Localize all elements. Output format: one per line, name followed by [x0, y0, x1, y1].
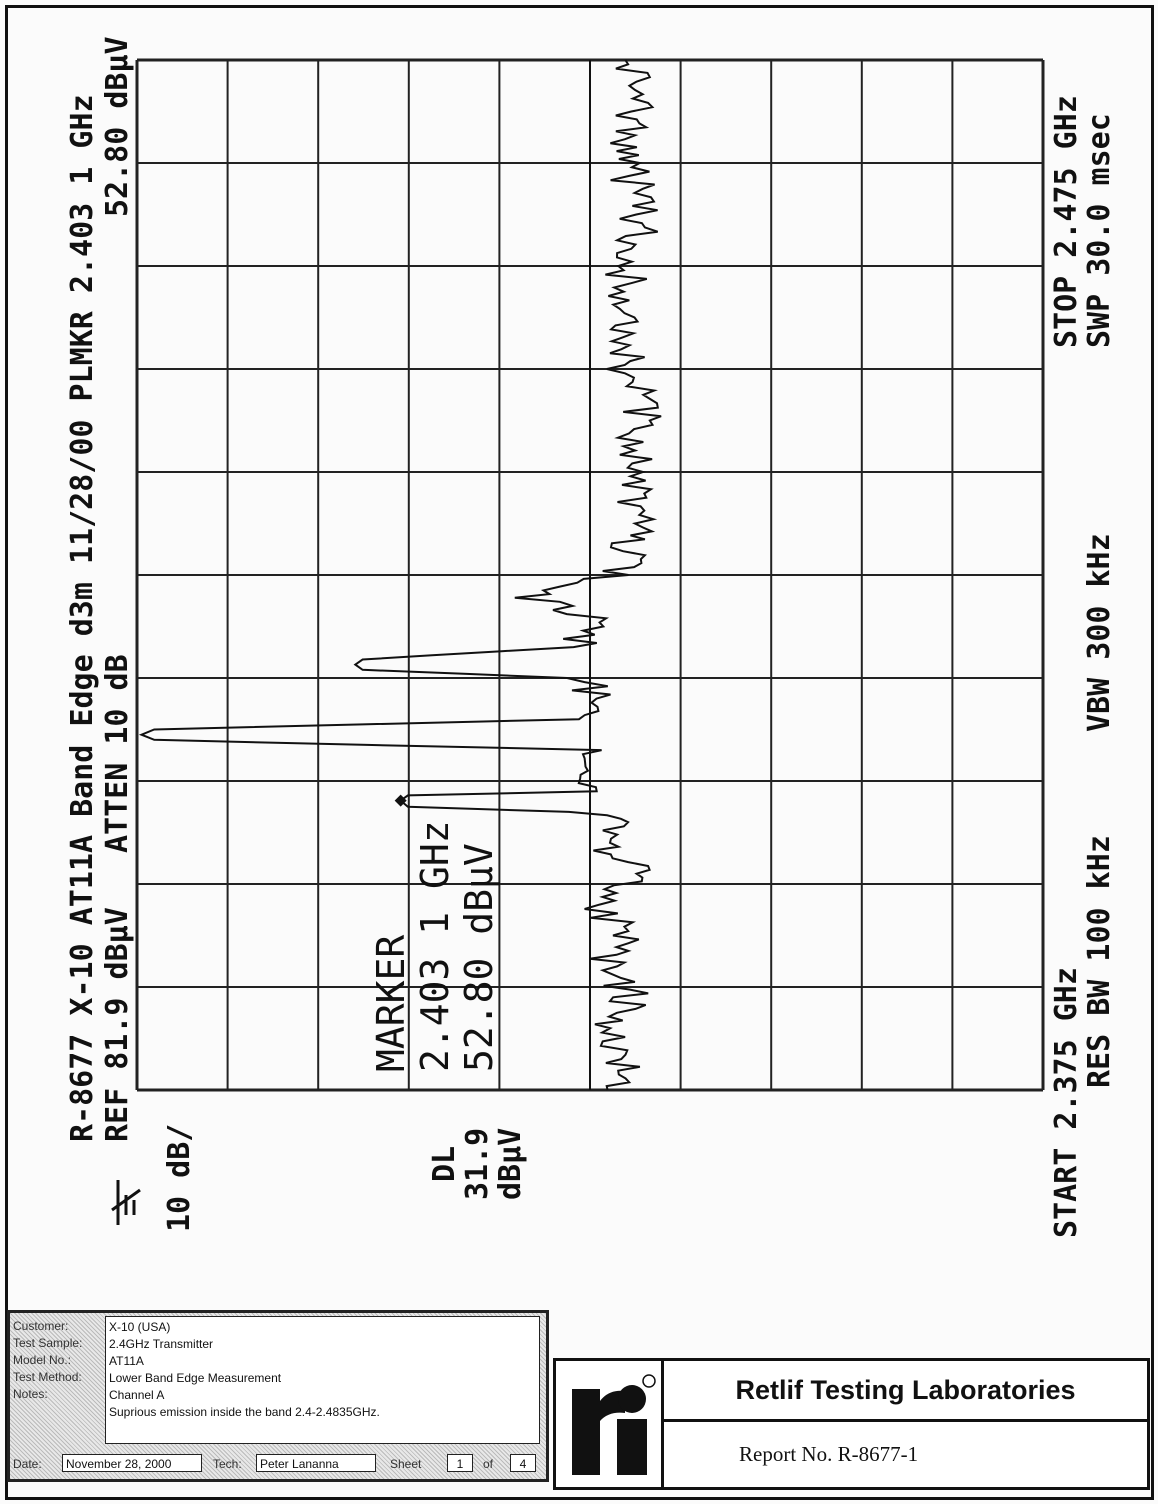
scale-label: 10 dB/ — [162, 1123, 197, 1232]
label-method: Test Method: — [13, 1370, 82, 1384]
header-line: R-8677 X-10 AT11A Band Edge d3m 11/28/00… — [65, 94, 100, 1142]
customer: X-10 (USA) — [109, 1320, 171, 1334]
sheet-number: 1 — [447, 1454, 473, 1472]
report-number: Report No. R-8677-1 — [661, 1422, 1147, 1487]
lab-name: Retlif Testing Laboratories — [661, 1361, 1147, 1422]
notes-2: Suprious emission inside the band 2.4-2.… — [109, 1405, 380, 1419]
ref-atten: REF 81.9 dBµV ATTEN 10 dB — [100, 654, 135, 1142]
label-model: Model No.: — [13, 1353, 72, 1367]
marker-level: 52.80 dBµV — [457, 843, 501, 1072]
test-sample: 2.4GHz Transmitter — [109, 1337, 214, 1351]
dl-unit: dBµV — [493, 1127, 528, 1200]
marker-diamond — [394, 794, 407, 807]
stop-freq: STOP 2.475 GHz — [1049, 95, 1084, 348]
label-notes: Notes: — [13, 1387, 48, 1401]
vbw: VBW 300 kHz — [1082, 533, 1117, 732]
ri-logo — [572, 1374, 656, 1475]
test-info-form: Customer: Test Sample: Model No.: Test M… — [7, 1310, 549, 1482]
date: November 28, 2000 — [62, 1454, 202, 1472]
marker-level-header: 52.80 dBµV — [100, 36, 135, 217]
label-sample: Test Sample: — [13, 1336, 83, 1350]
label-tech: Tech: — [213, 1457, 242, 1471]
label-date: Date: — [13, 1457, 42, 1471]
sheet-total: 4 — [510, 1454, 536, 1472]
test-method: Lower Band Edge Measurement — [109, 1371, 282, 1385]
model-no: AT11A — [109, 1354, 144, 1368]
label-customer: Customer: — [13, 1319, 69, 1333]
hp-logo — [111, 1180, 141, 1225]
label-sheet: Sheet — [390, 1457, 422, 1471]
notes-1: Channel A — [109, 1388, 165, 1402]
sweep-time: SWP 30.0 msec — [1082, 113, 1117, 348]
dl-value: 31.9 — [460, 1127, 495, 1200]
label-of: of — [483, 1457, 494, 1471]
tech: Peter Lananna — [256, 1454, 376, 1472]
form-values: X-10 (USA) 2.4GHz Transmitter AT11A Lowe… — [105, 1316, 540, 1444]
start-freq: START 2.375 GHz — [1049, 967, 1084, 1238]
marker-title: MARKER — [369, 934, 413, 1072]
marker-freq: 2.403 1 GHz — [413, 820, 457, 1072]
res-bw: RES BW 100 kHz — [1082, 835, 1117, 1088]
lab-block: Retlif Testing Laboratories Report No. R… — [553, 1358, 1150, 1490]
spectrum-trace — [138, 59, 662, 1091]
dl-label: DL — [427, 1145, 462, 1182]
page-border — [5, 5, 1154, 1500]
